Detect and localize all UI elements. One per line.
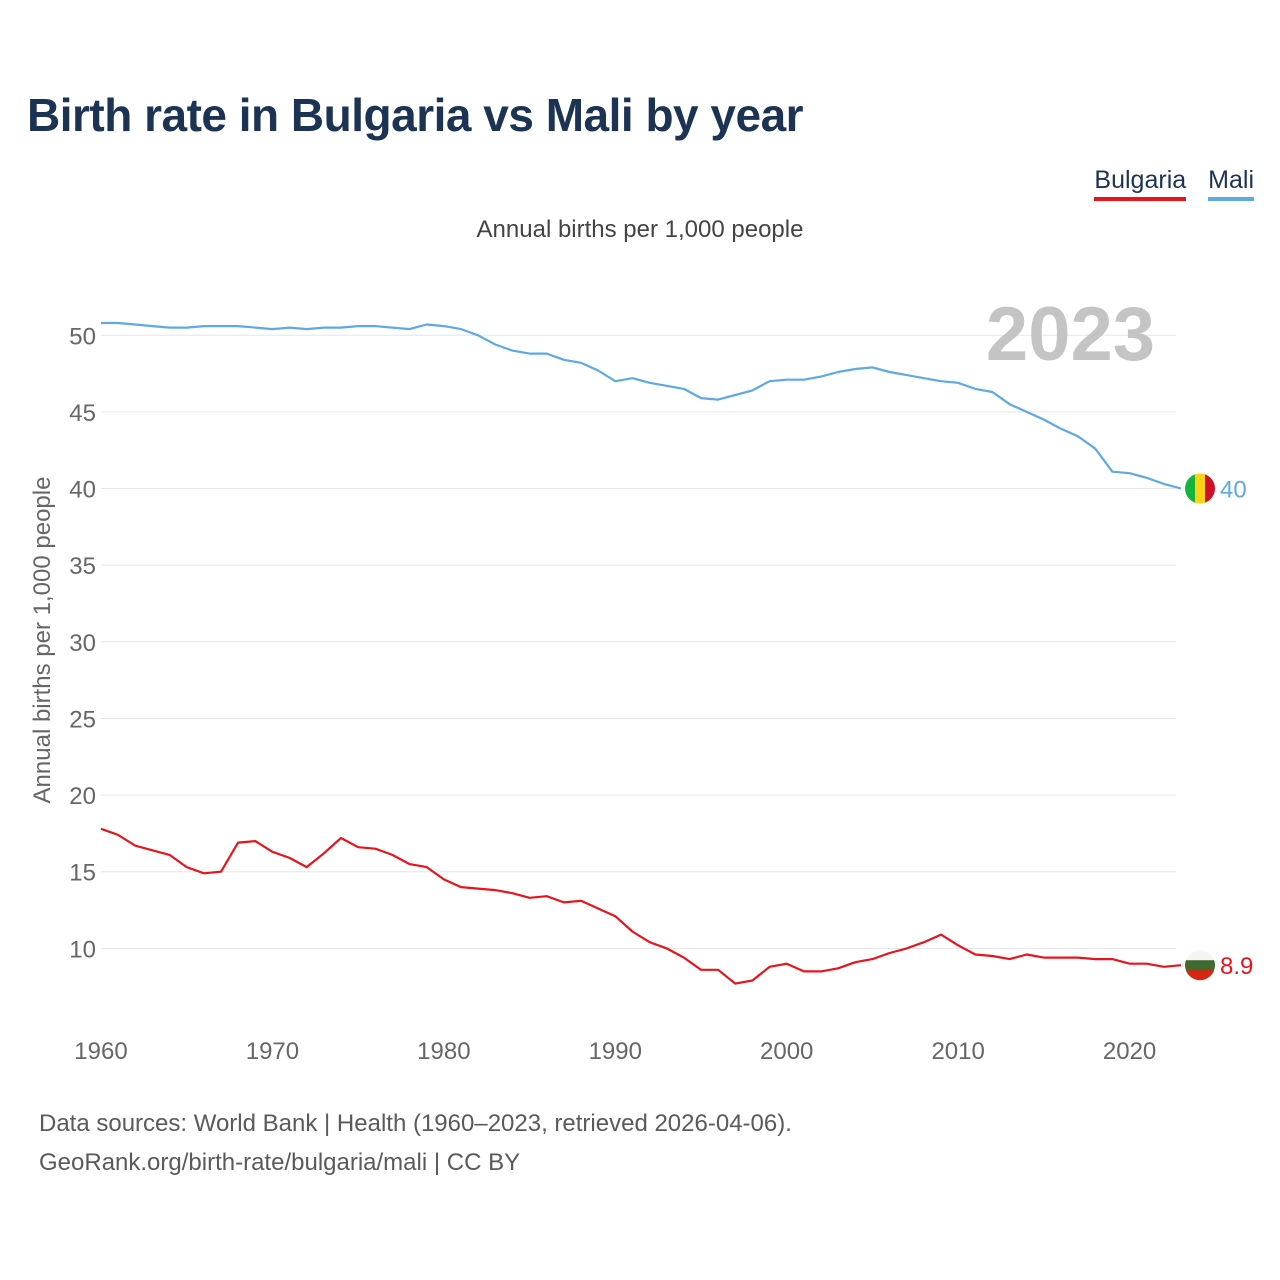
chart-subtitle: Annual births per 1,000 people	[476, 216, 804, 243]
legend-item-bulgaria[interactable]: Bulgaria	[1094, 165, 1187, 201]
y-tick-label: 40	[69, 477, 96, 504]
x-tick-label: 1980	[417, 1038, 470, 1065]
footer-link[interactable]: GeoRank.org/birth-rate/bulgaria/mali | C…	[39, 1149, 521, 1176]
series-lines	[100, 321, 1182, 985]
y-tick-label: 15	[69, 860, 96, 887]
flag-mali-icon	[1185, 473, 1215, 504]
y-tick-label: 25	[69, 706, 96, 733]
y-tick-label: 35	[69, 553, 96, 580]
y-tick-label: 20	[69, 783, 96, 810]
footer: Data sources: World Bank | Health (1960–…	[39, 1104, 792, 1182]
y-tick-label: 50	[69, 323, 96, 350]
legend: Bulgaria Mali	[1094, 165, 1254, 201]
year-watermark: 2023	[986, 292, 1155, 377]
x-tick-label: 1970	[246, 1038, 299, 1065]
y-tick-label: 30	[69, 630, 96, 657]
end-markers: 408.9	[1185, 473, 1253, 981]
x-tick-label: 1960	[74, 1038, 127, 1065]
y-axis-label: Annual births per 1,000 people	[29, 477, 56, 804]
end-label-bulgaria: 8.9	[1220, 953, 1253, 980]
flag-bulgaria-icon	[1185, 950, 1215, 981]
y-tick-label: 45	[69, 400, 96, 427]
series-line-mali[interactable]	[101, 321, 1182, 490]
x-tick-label: 2020	[1103, 1038, 1156, 1065]
chart-title: Birth rate in Bulgaria vs Mali by year	[27, 89, 804, 141]
footer-sources: Data sources: World Bank | Health (1960–…	[39, 1110, 792, 1137]
legend-item-mali[interactable]: Mali	[1208, 165, 1254, 201]
end-label-mali: 40	[1220, 477, 1247, 504]
x-tick-label: 1990	[589, 1038, 642, 1065]
x-axis-ticks: 1960 1970 1980 1990 2000 2010 2020	[74, 1038, 1156, 1065]
y-axis-ticks: 10 15 20 25 30 35 40 45 50	[69, 323, 96, 963]
series-line-bulgaria[interactable]	[100, 827, 1182, 985]
x-tick-label: 2000	[760, 1038, 813, 1065]
x-tick-label: 2010	[931, 1038, 984, 1065]
y-tick-label: 10	[69, 936, 96, 963]
gridlines	[101, 334, 1176, 949]
